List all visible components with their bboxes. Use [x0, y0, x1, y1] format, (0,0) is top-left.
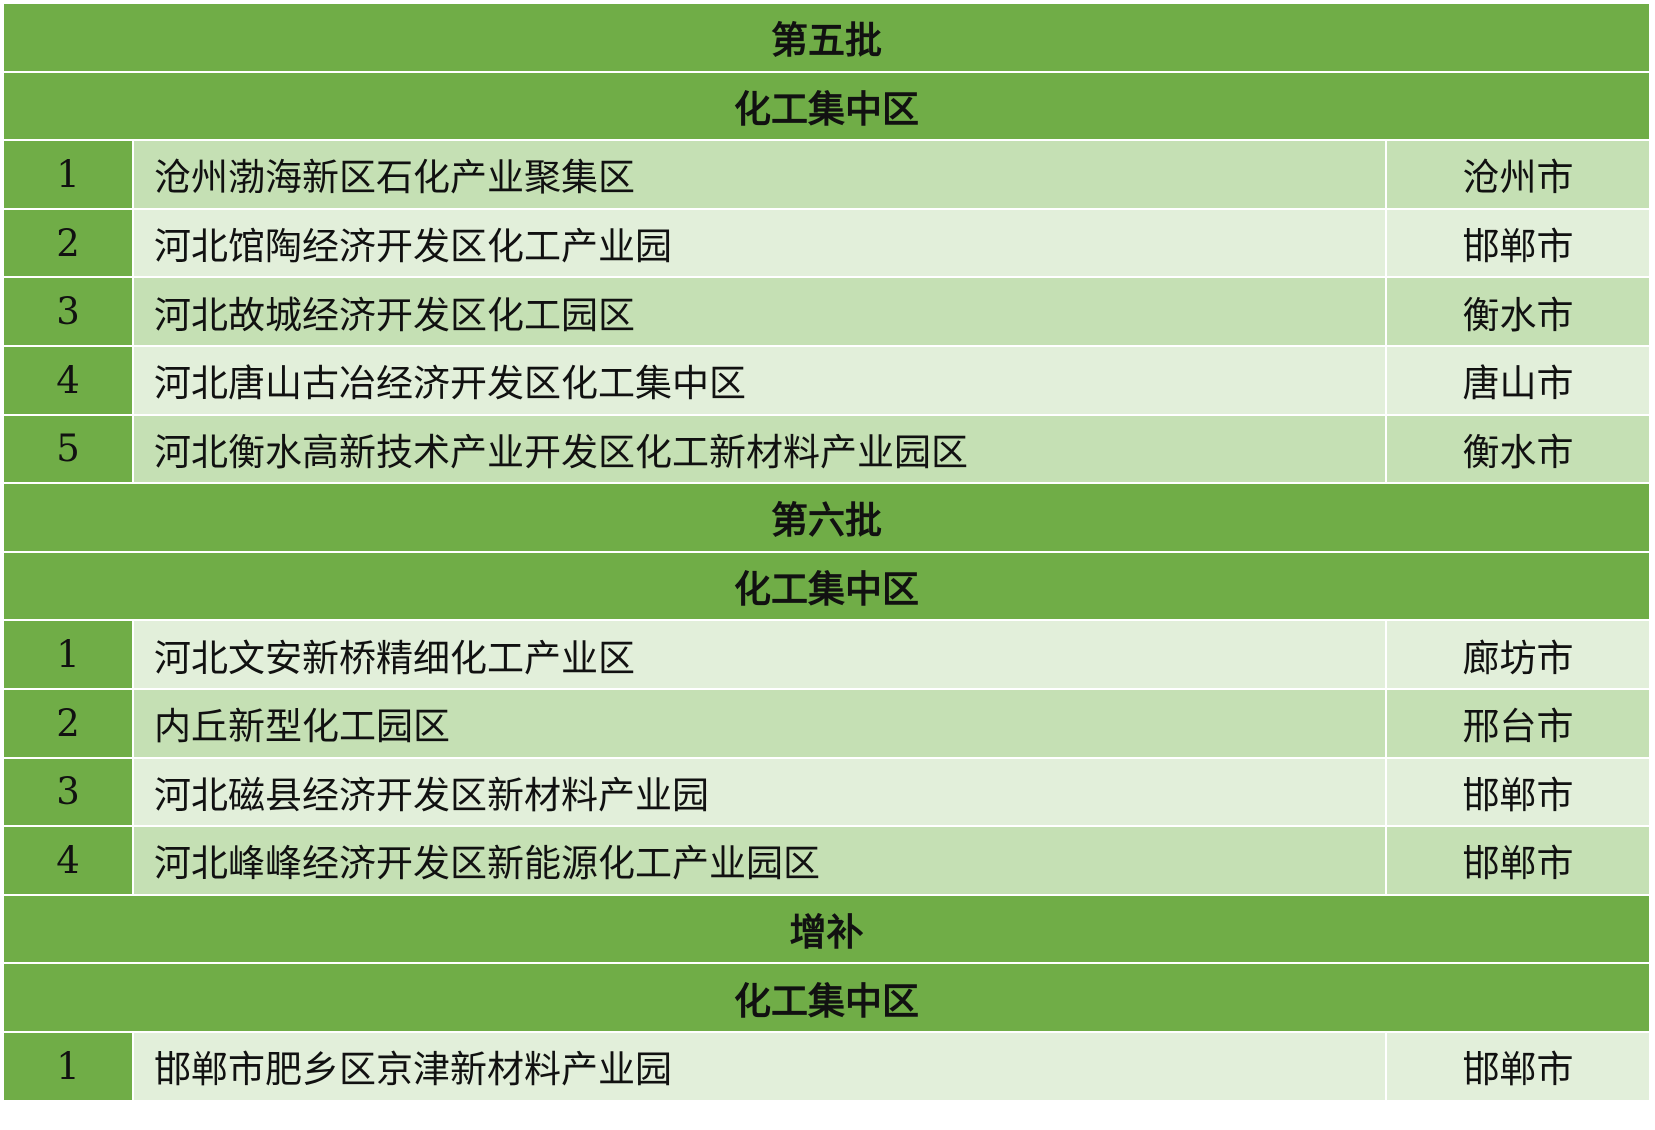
city: 邯郸市: [1384, 207, 1652, 279]
row-number: 3: [2, 276, 134, 347]
zone-name: 河北衡水高新技术产业开发区化工新材料产业园区: [132, 413, 1387, 485]
zone-name: 河北故城经济开发区化工园区: [132, 276, 1387, 347]
chemical-zone-table: 第五批 化工集中区 1 沧州渤海新区石化产业聚集区 沧州市 2 河北馆陶经济开发区化工产业园…: [2, 2, 1652, 1102]
row-number: 1: [2, 1030, 134, 1102]
table-row: 2 河北馆陶经济开发区化工产业园 邯郸市: [2, 207, 1652, 279]
zone-name: 邯郸市肥乡区京津新材料产业园: [132, 1030, 1387, 1102]
zone-name: 沧州渤海新区石化产业聚集区: [132, 139, 1387, 210]
city: 衡水市: [1384, 413, 1652, 485]
city: 邯郸市: [1384, 825, 1652, 896]
zone-name: 河北文安新桥精细化工产业区: [132, 619, 1387, 690]
table-row: 3 河北故城经济开发区化工园区 衡水市: [2, 276, 1652, 347]
row-number: 2: [2, 687, 134, 759]
table-row: 4 河北峰峰经济开发区新能源化工产业园区 邯郸市: [2, 825, 1652, 896]
table-row: 1 沧州渤海新区石化产业聚集区 沧州市: [2, 139, 1652, 210]
city: 邯郸市: [1384, 756, 1652, 828]
city: 邢台市: [1384, 687, 1652, 759]
row-number: 3: [2, 756, 134, 828]
city: 廊坊市: [1384, 619, 1652, 690]
batch-header: 增补: [2, 893, 1651, 965]
table-row: 1 河北文安新桥精细化工产业区 廊坊市: [2, 619, 1652, 690]
zone-name: 河北馆陶经济开发区化工产业园: [132, 207, 1387, 279]
table-row: 1 邯郸市肥乡区京津新材料产业园 邯郸市: [2, 1030, 1652, 1102]
table-row: 5 河北衡水高新技术产业开发区化工新材料产业园区 衡水市: [2, 413, 1652, 485]
zone-name: 河北磁县经济开发区新材料产业园: [132, 756, 1387, 828]
row-number: 4: [2, 825, 134, 896]
city: 衡水市: [1384, 276, 1652, 347]
row-number: 2: [2, 207, 134, 279]
row-number: 1: [2, 619, 134, 690]
city: 唐山市: [1384, 344, 1652, 416]
city: 邯郸市: [1384, 1030, 1652, 1102]
row-number: 1: [2, 139, 134, 210]
zone-name: 内丘新型化工园区: [132, 687, 1387, 759]
city: 沧州市: [1384, 139, 1652, 210]
batch-header: 第六批: [2, 482, 1651, 553]
zone-name: 河北峰峰经济开发区新能源化工产业园区: [132, 825, 1387, 896]
batch-header: 第五批: [2, 2, 1651, 73]
category-header: 化工集中区: [2, 550, 1651, 622]
zone-name: 河北唐山古冶经济开发区化工集中区: [132, 344, 1387, 416]
category-header: 化工集中区: [2, 962, 1651, 1033]
table-row: 2 内丘新型化工园区 邢台市: [2, 687, 1652, 759]
row-number: 5: [2, 413, 134, 485]
row-number: 4: [2, 344, 134, 416]
table-row: 4 河北唐山古冶经济开发区化工集中区 唐山市: [2, 344, 1652, 416]
category-header: 化工集中区: [2, 70, 1651, 142]
table-row: 3 河北磁县经济开发区新材料产业园 邯郸市: [2, 756, 1652, 828]
